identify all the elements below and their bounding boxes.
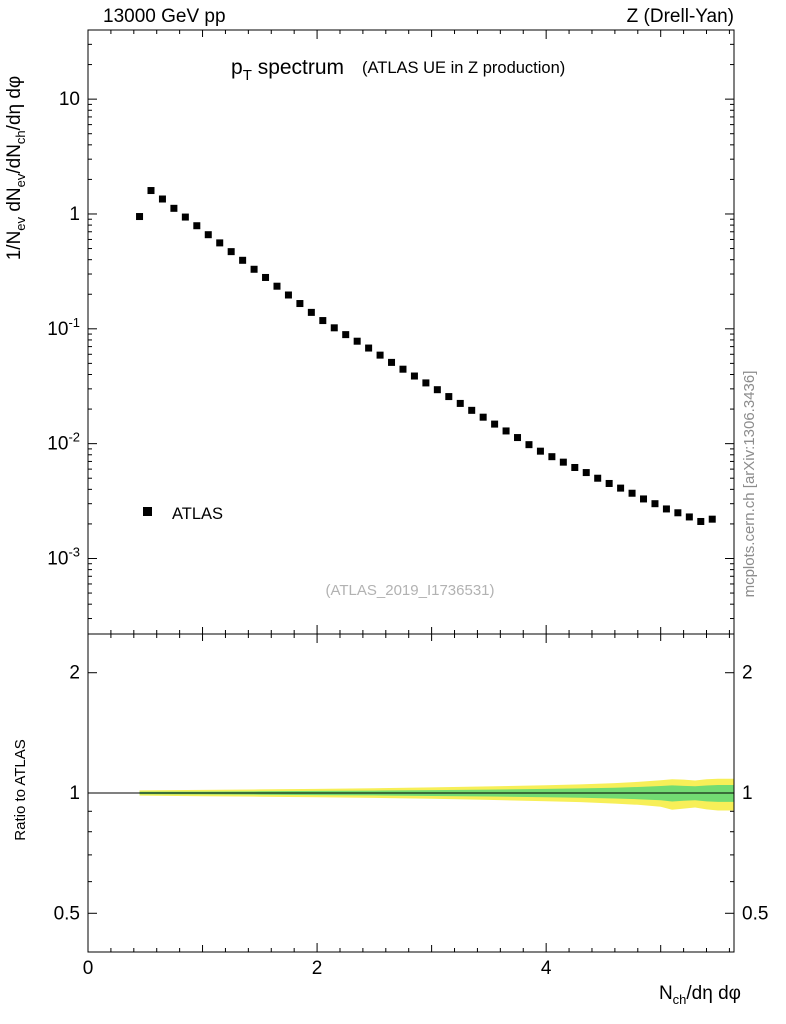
- data-point-marker: [674, 509, 682, 517]
- data-point-marker: [491, 420, 499, 428]
- data-point-marker: [216, 239, 224, 247]
- data-point-marker: [353, 337, 361, 345]
- ratio-y-tick-label-right: 1: [742, 783, 753, 804]
- data-point-marker: [685, 513, 693, 521]
- data-point-marker: [284, 291, 292, 299]
- data-point-marker: [445, 393, 453, 401]
- data-point-marker: [319, 317, 327, 325]
- data-point-marker: [479, 413, 487, 421]
- ratio-axis-title: Ratio to ATLAS: [12, 739, 29, 840]
- data-point-marker: [708, 515, 716, 523]
- main-panel-frame: [87, 29, 735, 635]
- data-point-marker: [559, 458, 567, 466]
- x-tick-label: 4: [541, 958, 552, 979]
- data-point-marker: [662, 505, 670, 513]
- data-point-marker: [468, 406, 476, 414]
- data-point-marker: [158, 195, 166, 203]
- x-tick-label: 0: [83, 958, 94, 979]
- legend-marker-square: [143, 507, 152, 516]
- tick-labels: 10 1 10-1 10-2 10-3 2 2 1 1 0.5 0.5 0 2 4: [47, 89, 768, 979]
- main-y-tick-label: 10-1: [47, 315, 80, 340]
- ratio-y-tick-label-right: 2: [742, 663, 753, 684]
- data-point-marker: [651, 500, 659, 508]
- data-point-marker: [548, 453, 556, 461]
- data-point-marker: [250, 265, 258, 273]
- x-axis-label: Nch/dη dφ: [659, 983, 741, 1007]
- data-point-marker: [147, 187, 155, 195]
- plot-title: pT spectrum: [231, 56, 344, 84]
- data-point-marker: [204, 231, 212, 239]
- data-point-marker: [582, 469, 590, 477]
- analysis-watermark: (ATLAS_2019_I1736531): [325, 582, 494, 599]
- panel-frames: [87, 29, 735, 953]
- data-point-marker: [342, 331, 350, 339]
- data-point-marker: [388, 358, 396, 366]
- data-point-marker: [410, 372, 418, 380]
- ratio-bands: [88, 778, 734, 811]
- data-point-marker: [571, 463, 579, 471]
- site-watermark: mcplots.cern.ch [arXiv:1306.3436]: [741, 371, 758, 598]
- data-point-marker: [617, 484, 625, 492]
- data-point-marker: [399, 365, 407, 373]
- legend-label: ATLAS: [172, 505, 223, 523]
- main-y-tick-label: 10-2: [47, 430, 80, 455]
- data-point-marker: [136, 213, 144, 221]
- data-point-marker: [193, 222, 201, 230]
- data-point-marker: [273, 282, 281, 290]
- data-point-marker: [456, 399, 464, 407]
- data-point-marker: [227, 248, 235, 256]
- data-point-marker: [365, 344, 373, 352]
- data-point-marker: [170, 204, 178, 212]
- data-point-marker: [181, 213, 189, 221]
- data-point-marker: [594, 474, 602, 482]
- header-left-label: 13000 GeV pp: [103, 6, 226, 27]
- main-y-tick-label: 10: [59, 89, 80, 110]
- ratio-y-tick-label-right: 0.5: [742, 903, 768, 924]
- x-tick-label: 2: [312, 958, 323, 979]
- data-point-marker: [262, 273, 270, 281]
- plot-subtitle: (ATLAS UE in Z production): [362, 59, 565, 77]
- ratio-y-tick-label-left: 1: [69, 783, 80, 804]
- axis-ticks: [87, 29, 734, 953]
- data-point-marker: [307, 308, 315, 316]
- main-y-tick-label: 1: [69, 204, 80, 225]
- main-y-tick-label: 10-3: [47, 544, 80, 569]
- data-point-marker: [640, 495, 648, 503]
- data-point-marker: [697, 517, 705, 525]
- data-point-marker: [525, 441, 533, 449]
- data-point-marker: [239, 256, 247, 264]
- data-point-marker: [376, 351, 384, 359]
- data-point-marker: [514, 434, 522, 442]
- data-points-series-atlas: [136, 187, 716, 525]
- data-point-marker: [628, 489, 636, 497]
- data-point-marker: [536, 447, 544, 455]
- data-point-marker: [502, 427, 510, 435]
- ratio-y-tick-label-left: 2: [69, 663, 80, 684]
- y-axis-title: 1/Nev dNev/dNch/dη dφ: [4, 76, 28, 261]
- ratio-y-tick-label-left: 0.5: [54, 903, 80, 924]
- header-right-label: Z (Drell-Yan): [627, 6, 734, 27]
- data-point-marker: [330, 324, 338, 332]
- data-point-marker: [433, 386, 441, 394]
- data-point-marker: [296, 300, 304, 308]
- data-point-marker: [605, 479, 613, 487]
- data-point-marker: [422, 379, 430, 387]
